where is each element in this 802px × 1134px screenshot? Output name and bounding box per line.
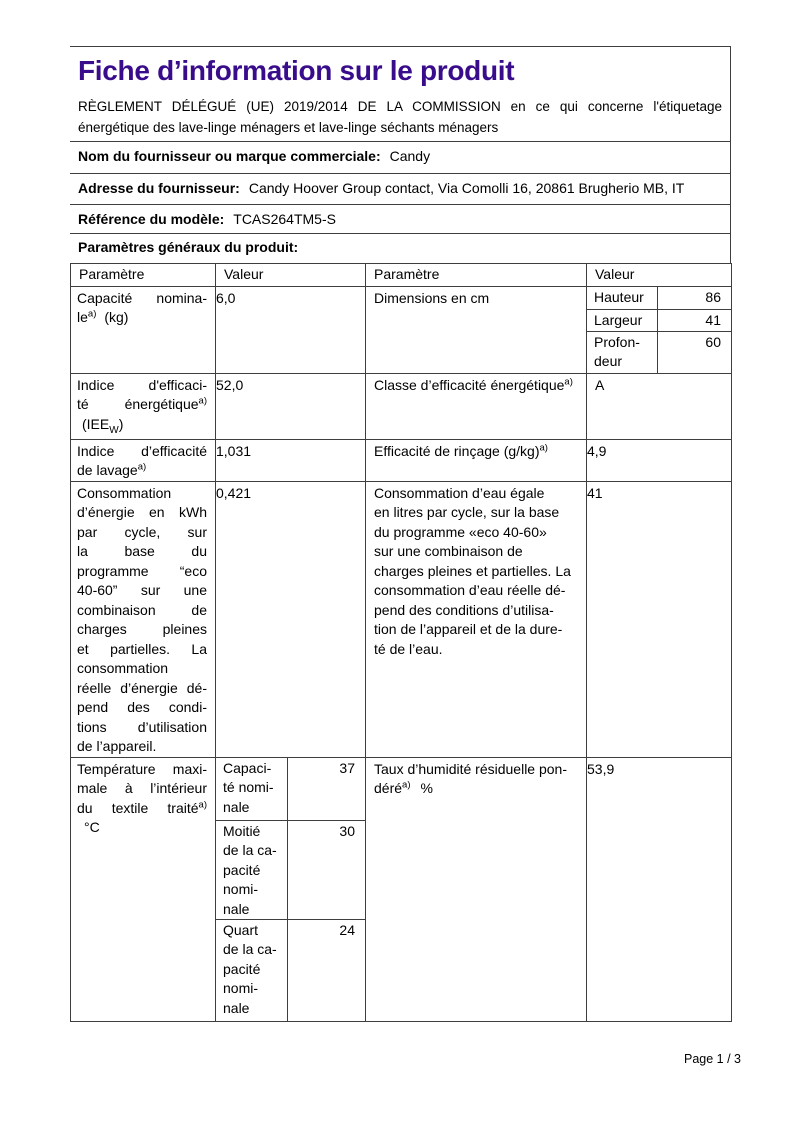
page-number: Page 1 / 3 xyxy=(684,1052,741,1066)
dimension-height-value: 86 xyxy=(658,287,731,310)
value-cell-energy-consumption: 0,421 xyxy=(215,480,366,758)
param-cell-rinsing-efficiency: Efficacité de rinçage (g/kg)a) xyxy=(365,438,587,482)
value-cell-washing-efficiency-index: 1,031 xyxy=(215,438,366,482)
temp-nominal-label: Capaci-té nomi-nale xyxy=(216,757,288,821)
supplier-name-value: Candy xyxy=(389,148,431,164)
general-parameters-table: Paramètre Valeur Paramètre Valeur Capaci… xyxy=(70,263,732,1022)
temp-half-value: 30 xyxy=(288,821,365,920)
temp-quarter-label: Quart de la ca-pacité nomi-nale xyxy=(216,919,288,1021)
dimension-width-value: 41 xyxy=(658,310,731,332)
col-header-parameter-left: Paramètre xyxy=(70,263,216,287)
temp-quarter-value: 24 xyxy=(339,921,355,938)
temperature-subtable: Capaci-té nomi-nale 37 Moitié de la ca-pa… xyxy=(216,757,365,1021)
param-cell-water-consumption: Consommation d’eau égale en litres par cy… xyxy=(365,480,587,758)
value-cell-energy-class: A xyxy=(586,372,732,440)
param-cell-washing-efficiency-index: Indice d’efficacité de lavagea) xyxy=(70,438,216,482)
dimension-width-label: Largeur xyxy=(587,309,658,332)
value-cell-energy-efficiency-index: 52,0 xyxy=(215,372,366,440)
supplier-address-row: Adresse du fournisseur: Candy Hoover Grou… xyxy=(70,174,731,205)
value-cell-water-consumption: 41 xyxy=(586,480,732,758)
dimension-depth-label: Profon-deur xyxy=(587,331,658,373)
footnote-sup: a) xyxy=(198,798,207,810)
subscript-w: W xyxy=(109,424,119,436)
row-energy-efficiency: Indice d'efficaci- té énergétiquea) (IEE… xyxy=(70,372,732,440)
footnote-sup: a) xyxy=(564,375,573,387)
title-block: Fiche d’information sur le produit RÈGLE… xyxy=(70,47,731,142)
footnote-sup: a) xyxy=(87,308,97,320)
temperature-unit: °C xyxy=(84,819,100,835)
supplier-address-value: Candy Hoover Group contact, Via Comolli … xyxy=(248,180,685,196)
param-cell-dimensions: Dimensions en cm xyxy=(365,285,587,374)
dimension-height-label: Hauteur xyxy=(587,286,658,310)
dimensions-subtable: Hauteur 86 Largeur 41 Profon-deur 60 xyxy=(587,286,731,373)
col-header-value-left: Valeur xyxy=(215,263,366,287)
page-title: Fiche d’information sur le produit xyxy=(78,55,515,86)
param-cell-max-temperature: Température maxi- male à l’intérieur du … xyxy=(70,756,216,1022)
param-cell-energy-efficiency-index: Indice d'efficaci- té énergétiquea) (IEE… xyxy=(70,372,216,440)
row-consumption: Consommation d’énergie en kWh par cycle, s… xyxy=(70,480,732,758)
value-cell-dimensions: Hauteur 86 Largeur 41 Profon-deur 60 xyxy=(586,285,732,374)
model-reference-row: Référence du modèle: TCAS264TM5-S xyxy=(70,205,731,234)
value-cell-rinsing-efficiency: 4,9 xyxy=(586,438,732,482)
param-cell-residual-humidity: Taux d’humidité résiduelle pon- déréa)% xyxy=(365,756,587,1022)
capacity-unit: (kg) xyxy=(104,309,129,325)
footnote-sup: a) xyxy=(137,461,147,473)
table-header-row: Paramètre Valeur Paramètre Valeur xyxy=(70,263,732,287)
supplier-name-row: Nom du fournisseur ou marque commerciale… xyxy=(70,142,731,174)
temp-nominal-value: 37 xyxy=(288,758,365,821)
value-cell-residual-humidity: 53,9 xyxy=(586,756,732,1022)
row-capacity-dimensions: Capacité nomina- lea) (kg) 6,0 Dimensions… xyxy=(70,285,732,374)
row-washing-rinsing: Indice d’efficacité de lavagea) 1,031 Ef… xyxy=(70,438,732,482)
general-parameters-section-title: Paramètres généraux du produit: xyxy=(70,234,731,263)
row-temperature-humidity: Température maxi- male à l’intérieur du … xyxy=(70,756,732,1022)
param-cell-energy-consumption: Consommation d’énergie en kWh par cycle, s… xyxy=(70,480,216,758)
param-cell-energy-class: Classe d’efficacité énergétiquea) xyxy=(365,372,587,440)
footnote-sup: a) xyxy=(198,395,207,407)
value-cell-max-temperature: Capaci-té nomi-nale 37 Moitié de la ca-pa… xyxy=(215,756,366,1022)
supplier-address-label: Adresse du fournisseur: xyxy=(78,180,240,196)
dimension-depth-value: 60 xyxy=(705,333,721,350)
regulation-text: RÈGLEMENT DÉLÉGUÉ (UE) 2019/2014 DE LA C… xyxy=(78,99,722,135)
temp-half-label: Moitié de la ca-pacité nomi-nale xyxy=(216,820,288,920)
footnote-sup: a) xyxy=(402,779,411,791)
supplier-name-label: Nom du fournisseur ou marque commerciale… xyxy=(78,148,381,164)
col-header-parameter-right: Paramètre xyxy=(365,263,587,287)
model-reference-label: Référence du modèle: xyxy=(78,211,225,227)
product-fiche-document: Fiche d’information sur le produit RÈGLE… xyxy=(70,46,732,1022)
param-cell-nominal-capacity: Capacité nomina- lea) (kg) xyxy=(70,285,216,374)
humidity-unit: % xyxy=(420,780,433,796)
col-header-value-right: Valeur xyxy=(586,263,732,287)
footnote-sup: a) xyxy=(539,441,548,453)
value-cell-nominal-capacity: 6,0 xyxy=(215,285,366,374)
model-reference-value: TCAS264TM5-S xyxy=(233,211,336,227)
